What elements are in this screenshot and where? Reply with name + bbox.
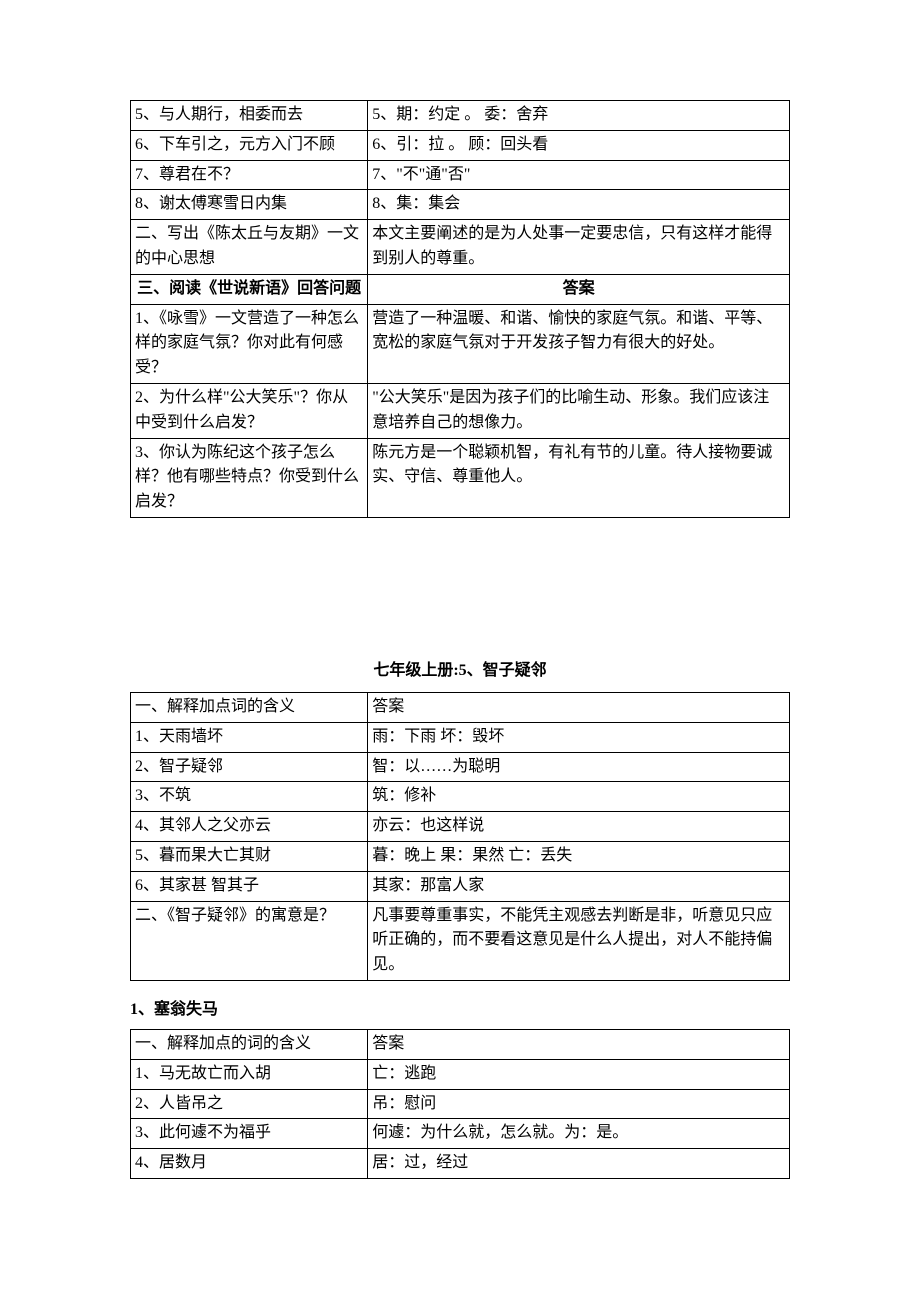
cell-right: 亡：逃跑 — [368, 1059, 790, 1089]
cell-left: 4、居数月 — [131, 1149, 368, 1179]
cell-left: 2、为什么样"公大笑乐"？你从中受到什么启发？ — [131, 383, 368, 438]
cell-right: 答案 — [368, 274, 790, 304]
table-row: 一、解释加点的词的含义答案 — [131, 1029, 790, 1059]
cell-right: 陈元方是一个聪颖机智，有礼有节的儿童。待人接物要诚实、守信、尊重他人。 — [368, 438, 790, 517]
table-row: 1、《咏雪》一文营造了一种怎么样的家庭气氛？你对此有何感受？营造了一种温暖、和谐… — [131, 304, 790, 383]
cell-left: 一、解释加点词的含义 — [131, 692, 368, 722]
cell-right: "公大笑乐"是因为孩子们的比喻生动、形象。我们应该注意培养自己的想像力。 — [368, 383, 790, 438]
cell-left: 6、其家甚 智其子 — [131, 871, 368, 901]
table-row: 6、下车引之，元方入门不顾6、引：拉 。 顾：回头看 — [131, 130, 790, 160]
cell-right: 雨：下雨 坏：毁坏 — [368, 722, 790, 752]
cell-right: 6、引：拉 。 顾：回头看 — [368, 130, 790, 160]
table-row: 2、人皆吊之吊：慰问 — [131, 1089, 790, 1119]
cell-right: 暮：晚上 果：果然 亡：丢失 — [368, 841, 790, 871]
cell-left: 4、其邻人之父亦云 — [131, 812, 368, 842]
cell-right: 本文主要阐述的是为人处事一定要忠信，只有这样才能得到别人的尊重。 — [368, 220, 790, 275]
cell-left: 6、下车引之，元方入门不顾 — [131, 130, 368, 160]
cell-left: 3、不筑 — [131, 782, 368, 812]
cell-right: 筑：修补 — [368, 782, 790, 812]
table-row: 5、暮而果大亡其财暮：晚上 果：果然 亡：丢失 — [131, 841, 790, 871]
table-row: 4、其邻人之父亦云亦云：也这样说 — [131, 812, 790, 842]
table-row: 2、为什么样"公大笑乐"？你从中受到什么启发？"公大笑乐"是因为孩子们的比喻生动… — [131, 383, 790, 438]
cell-right: 凡事要尊重事实，不能凭主观感去判断是非，听意见只应听正确的，而不要看这意见是什么… — [368, 901, 790, 980]
cell-right: 5、期：约定 。 委：舍弃 — [368, 101, 790, 131]
table-row: 3、此何遽不为福乎何遽：为什么就，怎么就。为：是。 — [131, 1119, 790, 1149]
heading-zhizi-yilin: 七年级上册:5、智子疑邻 — [130, 656, 790, 680]
table-row: 一、解释加点词的含义答案 — [131, 692, 790, 722]
table-row: 3、不筑筑：修补 — [131, 782, 790, 812]
table-row: 2、智子疑邻智：以……为聪明 — [131, 752, 790, 782]
table-row: 1、天雨墙坏雨：下雨 坏：毁坏 — [131, 722, 790, 752]
table-saiweng-shima: 一、解释加点的词的含义答案1、马无故亡而入胡亡：逃跑2、人皆吊之吊：慰问3、此何… — [130, 1029, 790, 1179]
spacer — [130, 518, 790, 638]
cell-left: 1、马无故亡而入胡 — [131, 1059, 368, 1089]
cell-left: 1、天雨墙坏 — [131, 722, 368, 752]
cell-left: 一、解释加点的词的含义 — [131, 1029, 368, 1059]
cell-left: 5、暮而果大亡其财 — [131, 841, 368, 871]
table-row: 6、其家甚 智其子其家：那富人家 — [131, 871, 790, 901]
table-zhizi-yilin: 一、解释加点词的含义答案1、天雨墙坏雨：下雨 坏：毁坏2、智子疑邻智：以……为聪… — [130, 692, 790, 981]
table-row: 1、马无故亡而入胡亡：逃跑 — [131, 1059, 790, 1089]
cell-right: 亦云：也这样说 — [368, 812, 790, 842]
table-shishuo-xinyu: 5、与人期行，相委而去5、期：约定 。 委：舍弃6、下车引之，元方入门不顾6、引… — [130, 100, 790, 518]
cell-left: 3、你认为陈纪这个孩子怎么样？他有哪些特点？你受到什么启发？ — [131, 438, 368, 517]
cell-left: 2、人皆吊之 — [131, 1089, 368, 1119]
document-page: 5、与人期行，相委而去5、期：约定 。 委：舍弃6、下车引之，元方入门不顾6、引… — [0, 0, 920, 1239]
table-row: 7、尊君在不？7、"不"通"否" — [131, 160, 790, 190]
cell-left: 7、尊君在不？ — [131, 160, 368, 190]
cell-right: 营造了一种温暖、和谐、愉快的家庭气氛。和谐、平等、宽松的家庭气氛对于开发孩子智力… — [368, 304, 790, 383]
cell-left: 3、此何遽不为福乎 — [131, 1119, 368, 1149]
cell-left: 三、阅读《世说新语》回答问题 — [131, 274, 368, 304]
cell-right: 智：以……为聪明 — [368, 752, 790, 782]
cell-right: 答案 — [368, 1029, 790, 1059]
cell-left: 8、谢太傅寒雪日内集 — [131, 190, 368, 220]
cell-right: 何遽：为什么就，怎么就。为：是。 — [368, 1119, 790, 1149]
table-row: 5、与人期行，相委而去5、期：约定 。 委：舍弃 — [131, 101, 790, 131]
table-row: 4、居数月居：过，经过 — [131, 1149, 790, 1179]
cell-left: 2、智子疑邻 — [131, 752, 368, 782]
cell-left: 二、《智子疑邻》的寓意是？ — [131, 901, 368, 980]
table-row: 二、《智子疑邻》的寓意是？凡事要尊重事实，不能凭主观感去判断是非，听意见只应听正… — [131, 901, 790, 980]
cell-left: 二、写出《陈太丘与友期》一文的中心思想 — [131, 220, 368, 275]
cell-right: 居：过，经过 — [368, 1149, 790, 1179]
heading-saiweng-shima: 1、塞翁失马 — [130, 995, 790, 1019]
cell-right: 7、"不"通"否" — [368, 160, 790, 190]
cell-left: 5、与人期行，相委而去 — [131, 101, 368, 131]
table-row: 二、写出《陈太丘与友期》一文的中心思想本文主要阐述的是为人处事一定要忠信，只有这… — [131, 220, 790, 275]
table-row: 3、你认为陈纪这个孩子怎么样？他有哪些特点？你受到什么启发？陈元方是一个聪颖机智… — [131, 438, 790, 517]
cell-right: 8、集：集会 — [368, 190, 790, 220]
table-row: 8、谢太傅寒雪日内集8、集：集会 — [131, 190, 790, 220]
cell-right: 其家：那富人家 — [368, 871, 790, 901]
cell-right: 吊：慰问 — [368, 1089, 790, 1119]
cell-right: 答案 — [368, 692, 790, 722]
cell-left: 1、《咏雪》一文营造了一种怎么样的家庭气氛？你对此有何感受？ — [131, 304, 368, 383]
table-row: 三、阅读《世说新语》回答问题答案 — [131, 274, 790, 304]
